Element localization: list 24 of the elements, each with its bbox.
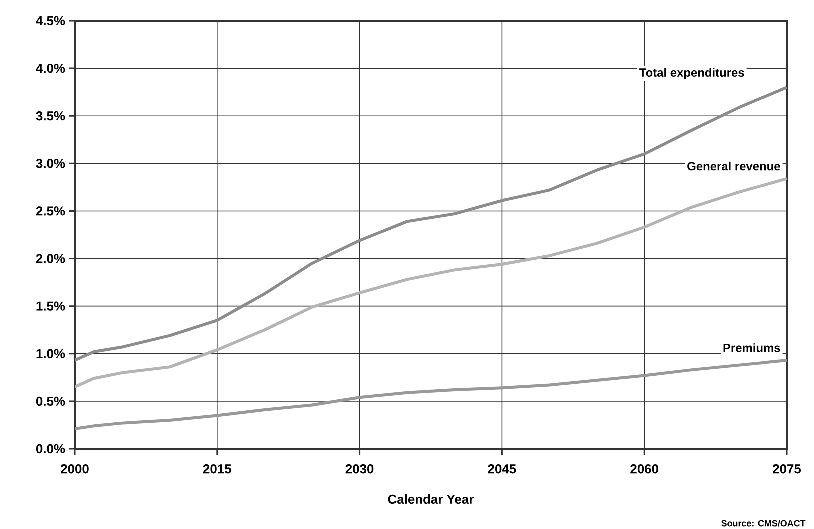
y-tick-label: 1.0% (36, 349, 66, 358)
x-tick-label: 2075 (773, 464, 802, 474)
series-label: Premiums (724, 344, 780, 352)
text: Total expenditures (640, 68, 744, 80)
y-tick-label: 3.5% (36, 112, 66, 121)
x-axis-title: Calendar Year (388, 494, 474, 504)
y-tick-label: 3.0% (36, 159, 66, 168)
x-tick-label: 2000 (61, 464, 89, 474)
x-tick-label: 2060 (630, 464, 658, 474)
x-tick-label: 2015 (203, 464, 232, 474)
x-tick-label: 2030 (346, 464, 374, 474)
series-label: General revenue (688, 162, 780, 171)
y-tick-label: 2.0% (36, 254, 66, 264)
line-series (75, 359, 787, 431)
y-tick-label: 4.0% (36, 64, 66, 74)
y-tick-label: 1.5% (36, 302, 66, 311)
y-tick-label: 0.5% (36, 396, 66, 406)
y-tick-label: 4.5% (36, 16, 66, 26)
y-tick-label: 2.5% (36, 206, 66, 216)
y-tick-label: 0.0% (36, 444, 66, 454)
x-tick-label: 2045 (488, 464, 516, 474)
source-note: Source: CMS/OACT (722, 520, 806, 527)
line-series (75, 86, 787, 362)
line-series (75, 177, 787, 389)
